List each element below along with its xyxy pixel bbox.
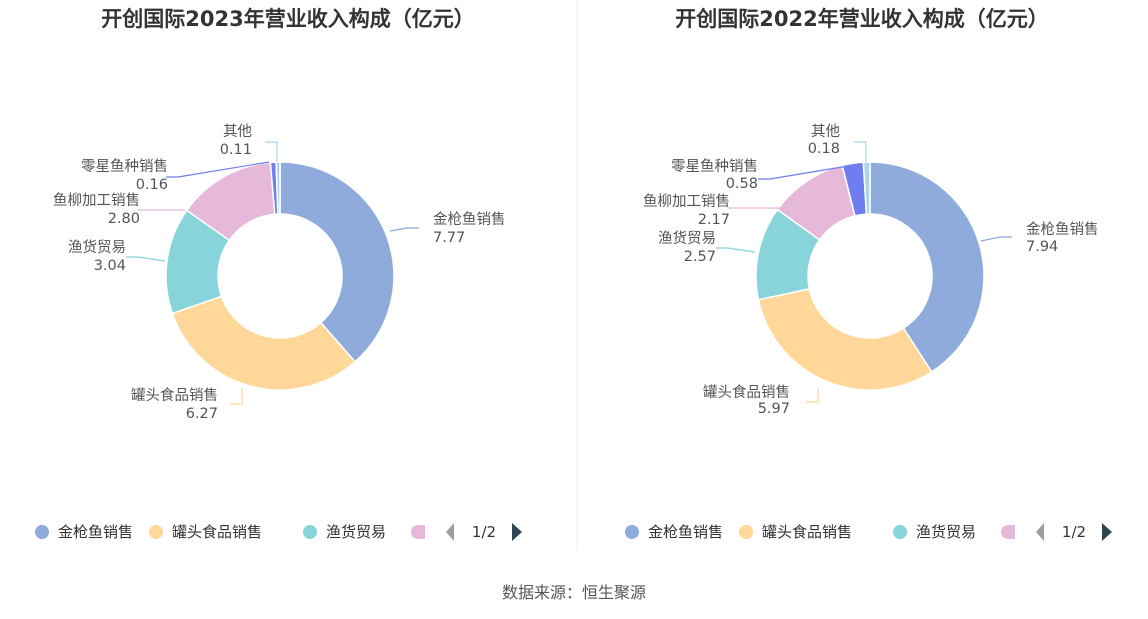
- legend-item[interactable]: 罐头食品销售: [762, 523, 852, 541]
- slice-label-name: 鱼柳加工销售: [53, 191, 140, 209]
- slice-label-name: 渔货贸易: [68, 239, 126, 256]
- chart-panel-2022: 开创国际2022年营业收入构成（亿元）金枪鱼销售7.94罐头食品销售5.97渔货…: [625, 7, 1112, 541]
- legend-page-indicator: 1/2: [1062, 523, 1086, 541]
- legend-prev-icon[interactable]: [1036, 523, 1044, 541]
- leader-line: [389, 227, 419, 232]
- slice-label-value: 2.57: [684, 249, 716, 265]
- slice-label-value: 0.18: [808, 141, 840, 157]
- legend-next-icon[interactable]: [512, 523, 522, 541]
- slice-label-value: 3.04: [94, 258, 126, 274]
- slice-label-value: 0.58: [726, 176, 758, 192]
- chart-panel-2023: 开创国际2023年营业收入构成（亿元） 金枪鱼销售 7.77 罐头食品销售 6.27 渔货…: [35, 7, 522, 541]
- pie-slice-2[interactable]: [171, 295, 357, 391]
- leader-line: [265, 141, 278, 162]
- leader-line: [126, 256, 166, 262]
- slice-label-name: 罐头食品销售: [131, 387, 218, 404]
- slice-label-name: 其他: [811, 123, 840, 140]
- legend-next-icon[interactable]: [1102, 523, 1112, 541]
- pie-slice-2[interactable]: [757, 288, 933, 391]
- legend-marker[interactable]: [35, 525, 49, 539]
- slice-label-value: 2.17: [698, 212, 730, 228]
- slice-label-value: 7.77: [433, 230, 465, 246]
- chart-title: 开创国际2023年营业收入构成（亿元）: [101, 7, 474, 31]
- leader-line: [980, 236, 1012, 242]
- leader-line: [716, 247, 756, 253]
- slice-label-value: 2.80: [108, 211, 140, 227]
- slice-label-value: 0.11: [220, 142, 252, 158]
- legend-marker[interactable]: [625, 525, 639, 539]
- legend-item[interactable]: 金枪鱼销售: [648, 523, 723, 541]
- legend-prev-icon[interactable]: [446, 523, 454, 541]
- legend-item[interactable]: 渔货贸易: [326, 523, 386, 541]
- legend-page-indicator: 1/2: [472, 523, 496, 541]
- slice-label-value: 7.94: [1026, 239, 1058, 255]
- legend-item[interactable]: 金枪鱼销售: [58, 523, 133, 541]
- legend-marker[interactable]: [303, 525, 317, 539]
- slice-label-name: 零星鱼种销售: [671, 157, 758, 175]
- legend-marker[interactable]: [739, 525, 753, 539]
- pie-slice-6[interactable]: [275, 161, 281, 215]
- slice-label-value: 6.27: [186, 406, 218, 422]
- legend-marker-partial: [411, 525, 425, 539]
- chart-title: 开创国际2022年营业收入构成（亿元）: [675, 7, 1048, 31]
- slice-label-name: 渔货贸易: [658, 230, 716, 247]
- data-source-label: 数据来源：恒生聚源: [502, 583, 646, 602]
- slice-label-name: 其他: [223, 123, 252, 140]
- legend-marker-partial: [1001, 525, 1015, 539]
- legend-item[interactable]: 罐头食品销售: [172, 523, 262, 541]
- slice-label-name: 零星鱼种销售: [81, 157, 168, 175]
- pie-slice-1[interactable]: [279, 161, 395, 363]
- legend-marker[interactable]: [149, 525, 163, 539]
- slice-label-value: 0.16: [136, 177, 168, 193]
- slice-label-name: 金枪鱼销售: [1026, 220, 1099, 238]
- leader-line: [854, 141, 867, 162]
- leader-line: [166, 161, 270, 178]
- leader-line: [230, 388, 243, 405]
- leader-line: [806, 388, 819, 403]
- slice-label-name: 罐头食品销售: [703, 384, 790, 401]
- legend-marker[interactable]: [893, 525, 907, 539]
- slice-label-name: 鱼柳加工销售: [643, 192, 730, 210]
- legend-item[interactable]: 渔货贸易: [916, 523, 976, 541]
- slice-label-value: 5.97: [758, 401, 790, 417]
- pie-slice-6[interactable]: [862, 161, 871, 215]
- pie-slice-1[interactable]: [869, 161, 985, 373]
- leader-line: [758, 165, 849, 180]
- slice-label-name: 金枪鱼销售: [433, 210, 506, 228]
